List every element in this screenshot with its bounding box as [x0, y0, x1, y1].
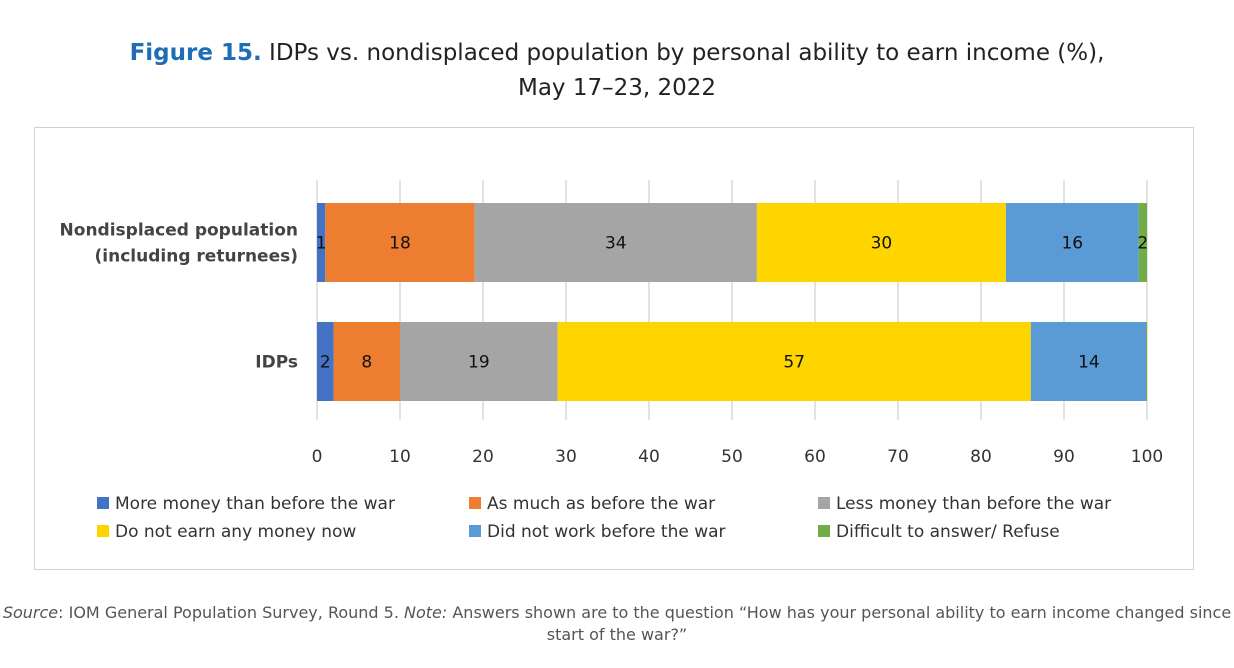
category-label: IDPs — [255, 353, 298, 373]
x-tick-label: 30 — [555, 447, 577, 467]
data-label: 16 — [1061, 234, 1083, 254]
category-label: (including returnees) — [95, 247, 298, 267]
chart-frame — [34, 127, 1194, 570]
bar-segment — [1030, 322, 1147, 401]
figure-number: Figure 15. — [129, 40, 262, 66]
x-tick-label: 60 — [804, 447, 826, 467]
legend-swatch — [818, 525, 830, 537]
data-label: 30 — [871, 234, 893, 254]
data-label: 2 — [1137, 234, 1148, 254]
bar-segment — [333, 322, 400, 401]
bar-segment — [557, 322, 1031, 401]
legend-swatch — [818, 497, 830, 509]
x-tick-label: 80 — [970, 447, 992, 467]
bar-segment — [756, 203, 1006, 282]
x-tick-label: 20 — [472, 447, 494, 467]
bar-segment — [400, 322, 558, 401]
data-label: 18 — [389, 234, 411, 254]
bar-segment — [1138, 203, 1147, 282]
legend-swatch — [97, 525, 109, 537]
note-text: Answers shown are to the question “How h… — [447, 603, 1232, 644]
legend-label: Do not earn any money now — [115, 522, 356, 542]
bar-segment — [474, 203, 757, 282]
chart-subtitle: May 17–23, 2022 — [517, 75, 717, 101]
source-label: Source — [2, 603, 59, 622]
legend-label: As much as before the war — [487, 494, 715, 514]
data-label: 2 — [320, 353, 331, 373]
title-text: IDPs vs. nondisplaced population by pers… — [269, 40, 1105, 66]
data-label: 57 — [783, 353, 805, 373]
x-tick-label: 0 — [312, 447, 323, 467]
legend-label: Did not work before the war — [487, 522, 726, 542]
legend-swatch — [97, 497, 109, 509]
bar-segment — [1005, 203, 1139, 282]
x-tick-label: 90 — [1053, 447, 1075, 467]
legend-swatch — [469, 525, 481, 537]
note-label: Note: — [404, 603, 448, 622]
x-tick-label: 10 — [389, 447, 411, 467]
bar-segment — [325, 203, 475, 282]
legend-swatch — [469, 497, 481, 509]
data-label: 8 — [361, 353, 372, 373]
legend-label: More money than before the war — [115, 494, 395, 514]
category-label: Nondisplaced population — [60, 221, 298, 241]
legend-label: Difficult to answer/ Refuse — [836, 522, 1060, 542]
data-label: 19 — [468, 353, 490, 373]
data-label: 34 — [605, 234, 627, 254]
data-label: 1 — [316, 234, 327, 254]
data-label: 14 — [1078, 353, 1100, 373]
x-tick-label: 40 — [638, 447, 660, 467]
x-tick-label: 100 — [1131, 447, 1163, 467]
source-text: : IOM General Population Survey, Round 5… — [58, 603, 404, 622]
chart-title: Figure 15. IDPs vs. nondisplaced populat… — [0, 36, 1234, 106]
bar-segment — [1146, 322, 1147, 401]
source-note: Source: IOM General Population Survey, R… — [0, 602, 1234, 646]
bar-segment — [317, 203, 326, 282]
x-tick-label: 70 — [887, 447, 909, 467]
x-tick-label: 50 — [721, 447, 743, 467]
bar-segment — [317, 322, 334, 401]
legend-label: Less money than before the war — [836, 494, 1111, 514]
